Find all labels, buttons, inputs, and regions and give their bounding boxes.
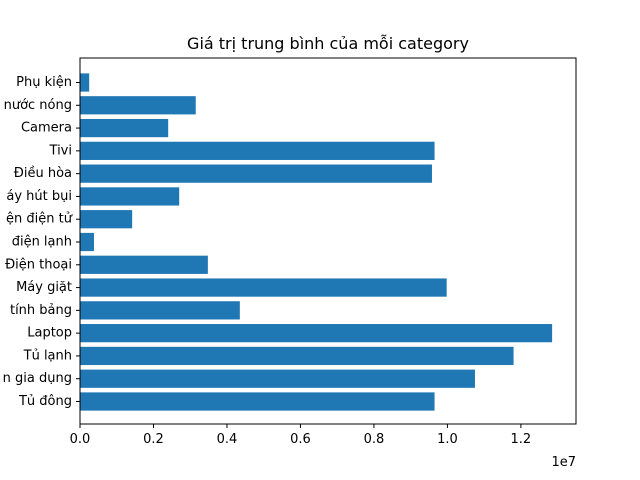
x-axis-ticks: 0.0 0.2 0.4 0.6 0.8 1.0 1.2	[70, 424, 532, 447]
bar	[80, 164, 432, 183]
y-tick-label: ện điện tử	[6, 212, 73, 227]
y-tick-label: Tivi	[49, 143, 72, 158]
y-tick-label: điện lạnh	[12, 235, 72, 250]
bar	[80, 324, 553, 343]
x-offset-label: 1e7	[551, 455, 576, 470]
bar	[80, 301, 240, 320]
x-tick-label: 0.0	[70, 432, 91, 447]
y-axis-ticks: Tủ đông n gia dụng Tủ lạnh Laptop tính bảng M…	[3, 75, 80, 409]
x-tick-label: 1.2	[511, 432, 532, 447]
y-tick-label: Máy giặt	[16, 280, 72, 295]
y-tick-label: Điều hòa	[14, 166, 72, 181]
x-tick-label: 0.8	[364, 432, 385, 447]
y-tick-label: áy hút bụi	[6, 189, 72, 204]
bar	[80, 369, 475, 388]
x-tick-label: 0.6	[290, 432, 311, 447]
bar	[80, 210, 133, 229]
bars-group	[80, 73, 553, 411]
y-tick-label: Tủ lạnh	[23, 348, 72, 363]
y-tick-label: Tủ đông	[18, 394, 72, 409]
y-tick-label: Phụ kiện	[16, 75, 72, 90]
x-tick-label: 0.4	[217, 432, 238, 447]
chart-title: Giá trị trung bình của mỗi category	[187, 34, 469, 53]
plot-frame	[79, 57, 577, 425]
bar	[80, 187, 180, 206]
y-tick-label: tính bảng	[10, 303, 72, 318]
x-tick-label: 1.0	[437, 432, 458, 447]
y-tick-label: Điện thoại	[5, 257, 72, 272]
bar	[80, 73, 90, 92]
bar	[80, 278, 447, 297]
bar	[80, 392, 435, 411]
y-tick-label: Camera	[21, 121, 72, 136]
bar	[80, 141, 435, 160]
bar	[80, 96, 196, 115]
y-tick-label: nước nóng	[4, 98, 72, 113]
y-tick-label: n gia dụng	[3, 371, 72, 386]
x-tick-label: 0.2	[143, 432, 164, 447]
y-tick-label: Laptop	[27, 326, 72, 341]
bar	[80, 118, 169, 138]
bar	[80, 346, 514, 366]
bar	[80, 255, 208, 274]
bar	[80, 232, 94, 252]
